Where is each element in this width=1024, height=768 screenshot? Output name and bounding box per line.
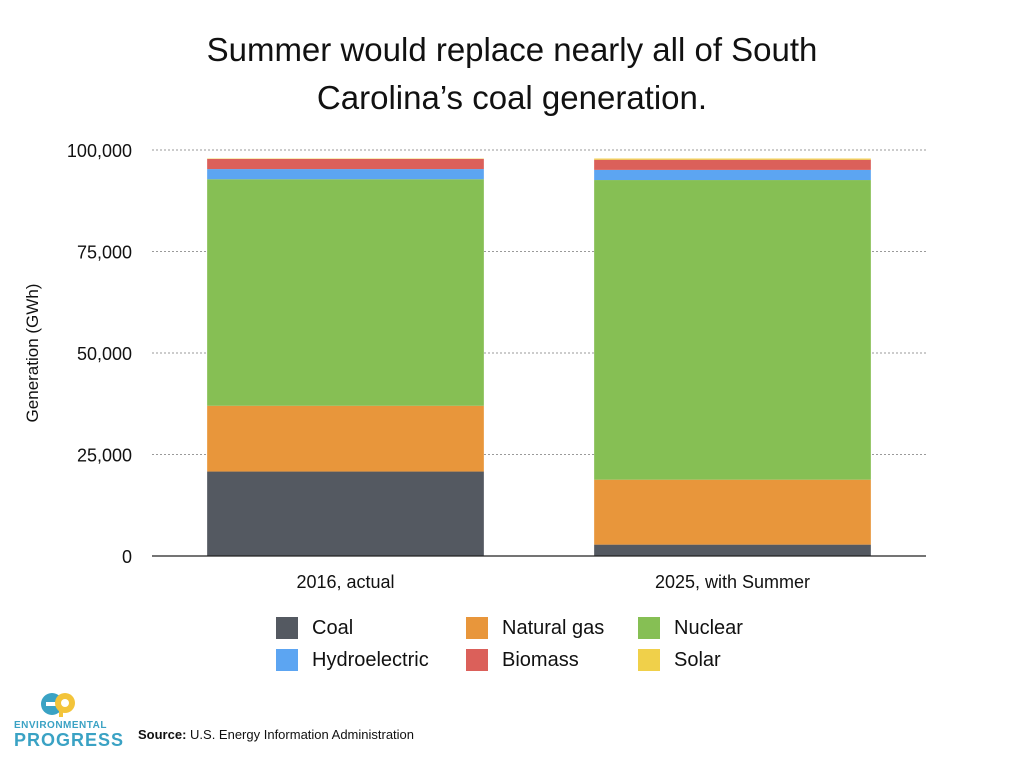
bar-2025-with-summer-natural-gas [594,479,871,545]
bar-2025-with-summer-biomass [594,159,871,170]
legend-label-hydroelectric: Hydroelectric [312,648,429,671]
bar-2025-with-summer-coal [594,544,871,556]
logo-text-progress: PROGRESS [14,730,125,750]
chart-title: Summer would replace nearly all of South… [112,26,912,122]
legend-swatch-coal [276,617,298,639]
chart-legend: Coal Natural gas Nuclear Hydroelectric B… [276,616,796,672]
legend-swatch-nuclear [638,617,660,639]
bar-2016-actual-biomass [207,158,484,170]
x-tick-label-2025-with-summer: 2025, with Summer [655,572,810,592]
environmental-progress-logo: ENVIRONMENTAL PROGRESS [14,692,125,752]
source-label: Source: [138,727,187,742]
bar-2025-with-summer-hydroelectric [594,169,871,181]
bar-2025-with-summer-nuclear [594,180,871,480]
stacked-bar-chart: 0 25,000 50,000 75,000 100,000 Generation (GW… [23,141,926,592]
y-tick-label-75000: 75,000 [77,243,132,263]
chart-title-line-1: Summer would replace nearly all of South [206,31,818,68]
source-note: Source: U.S. Energy Information Administ… [138,727,414,742]
source-text: U.S. Energy Information Administration [190,727,415,742]
bar-2025-with-summer-solar [594,158,871,160]
legend-label-biomass: Biomass [502,648,579,671]
legend-item-biomass: Biomass [466,648,638,672]
bar-2016-actual-hydroelectric [207,169,484,180]
legend-swatch-biomass [466,649,488,671]
y-tick-label-50000: 50,000 [77,344,132,364]
legend-item-natural-gas: Natural gas [466,616,638,640]
legend-item-solar: Solar [638,648,788,672]
legend-label-natural-gas: Natural gas [502,616,605,639]
legend-swatch-hydroelectric [276,649,298,671]
legend-label-nuclear: Nuclear [674,616,743,639]
y-tick-label-0: 0 [122,547,132,567]
y-tick-label-100000: 100,000 [67,141,132,161]
x-tick-label-2016-actual: 2016, actual [296,572,394,592]
bar-2016-actual-natural-gas [207,405,484,472]
bar-2016-actual-coal [207,471,484,556]
legend-swatch-natural-gas [466,617,488,639]
legend-label-coal: Coal [312,616,354,639]
bar-2016-actual-nuclear [207,179,484,406]
legend-swatch-solar [638,649,660,671]
legend-label-solar: Solar [674,648,721,671]
y-tick-label-25000: 25,000 [77,446,132,466]
chart-title-line-2: Carolina’s coal generation. [316,79,708,116]
logo-text-environmental: ENVIRONMENTAL [14,720,107,731]
legend-item-nuclear: Nuclear [638,616,788,640]
legend-item-coal: Coal [276,616,466,640]
legend-item-hydroelectric: Hydroelectric [276,648,466,672]
environmental-progress-logo-icon [41,693,75,717]
y-axis-title: Generation (GWh) [23,284,42,423]
